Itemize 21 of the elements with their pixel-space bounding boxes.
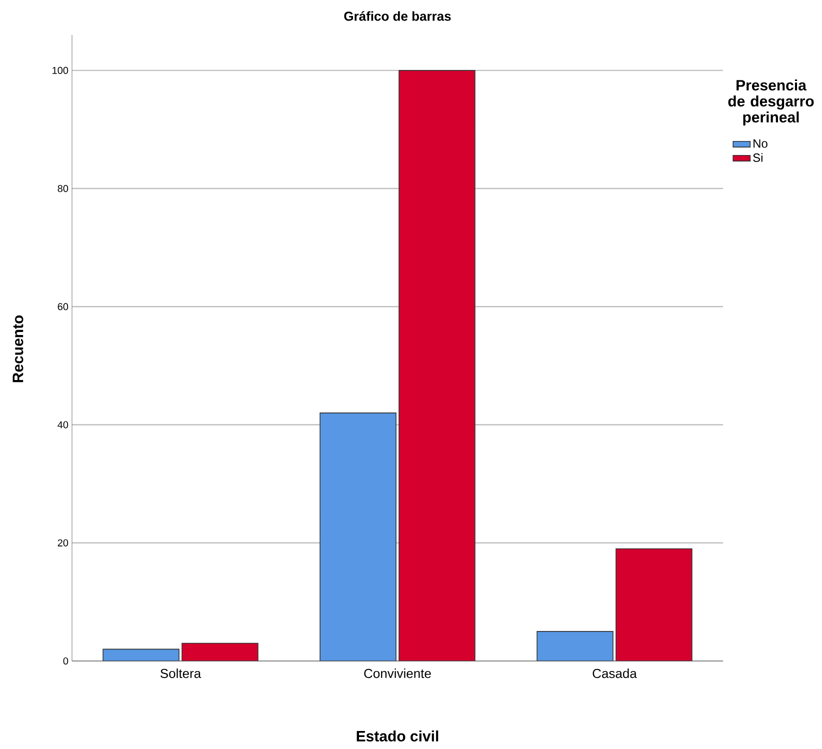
bar	[320, 412, 396, 661]
y-tick-label: 100	[52, 66, 68, 74]
legend-label: Si	[753, 153, 762, 162]
bar	[616, 548, 692, 661]
x-axis-title: Estado civil	[356, 730, 438, 742]
y-tick-label: 0	[63, 657, 68, 665]
bar	[398, 70, 476, 661]
y-tick-label: 20	[58, 539, 68, 546]
legend-title: Presencia de desgarro perineal	[728, 80, 814, 126]
bar	[182, 642, 258, 661]
legend-label: No	[754, 139, 768, 148]
x-tick-label: Conviviente	[364, 668, 431, 678]
x-tick-label: Soltera	[160, 668, 202, 678]
bar	[536, 631, 614, 661]
y-tick-label: 40	[58, 421, 68, 428]
y-tick-label: 60	[58, 303, 68, 310]
bar	[103, 649, 180, 661]
chart-title: Gráfico de barras	[344, 11, 451, 21]
x-tick-label: Casada	[592, 668, 637, 678]
y-tick-label: 80	[58, 185, 68, 192]
y-axis-title: Recuento	[12, 315, 24, 382]
